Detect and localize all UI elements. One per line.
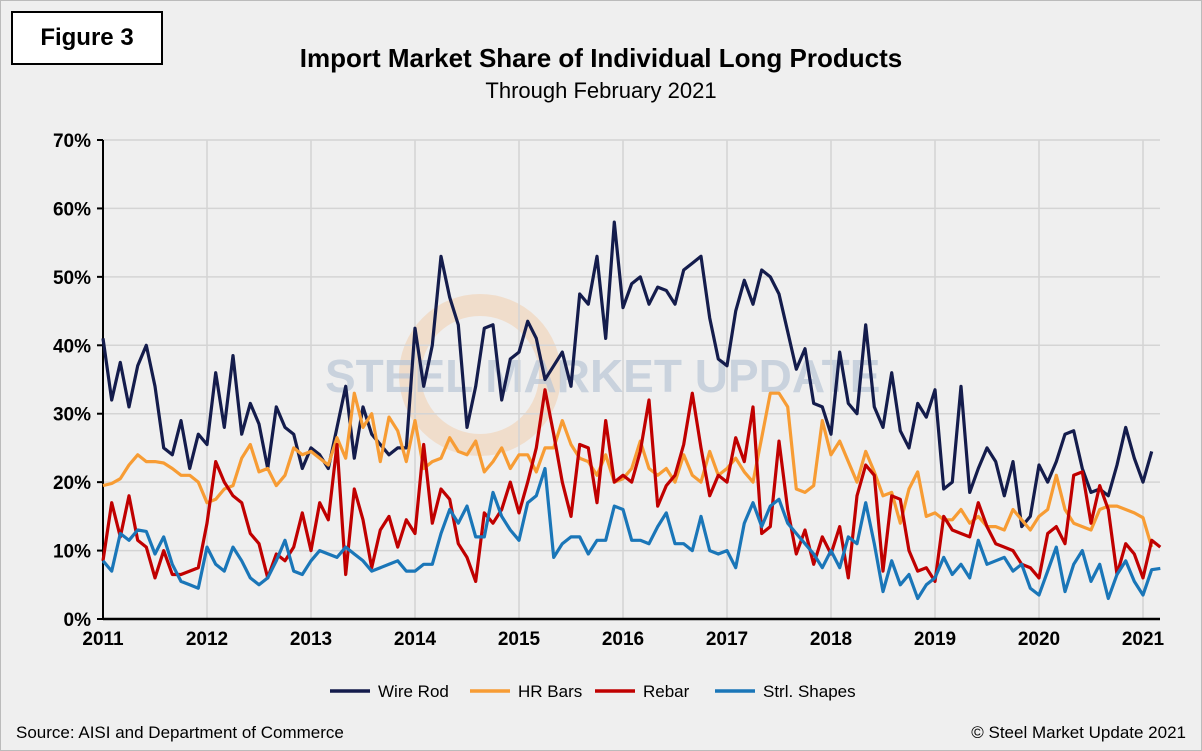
- legend-label: HR Bars: [518, 682, 582, 701]
- figure-label: Figure 3: [11, 11, 163, 65]
- series-line-wire-rod: [101, 220, 1154, 529]
- x-tick-label: 2018: [810, 629, 852, 650]
- y-tick-label: 50%: [53, 268, 91, 289]
- x-tick-label: 2021: [1122, 629, 1165, 650]
- y-tick-label: 30%: [53, 405, 91, 426]
- y-tick-label: 60%: [53, 199, 91, 220]
- x-tick-label: 2012: [186, 629, 228, 650]
- chart-title: Import Market Share of Individual Long P…: [299, 43, 903, 73]
- x-tick-label: 2011: [82, 629, 124, 650]
- legend-label: Strl. Shapes: [763, 682, 856, 701]
- x-tick-label: 2015: [498, 629, 541, 650]
- x-tick-label: 2020: [1018, 629, 1060, 650]
- y-tick-label: 40%: [53, 336, 91, 357]
- x-tick-label: 2014: [394, 629, 437, 650]
- legend-label: Wire Rod: [378, 682, 449, 701]
- watermark-logo: STEEL MARKET UPDATE: [325, 350, 880, 402]
- x-tick-label: 2019: [914, 629, 956, 650]
- y-tick-label: 70%: [53, 131, 91, 152]
- x-tick-label: 2013: [290, 629, 332, 650]
- source-note: Source: AISI and Department of Commerce: [16, 723, 344, 742]
- copyright-note: © Steel Market Update 2021: [971, 723, 1186, 742]
- chart-subtitle: Through February 2021: [485, 78, 717, 103]
- series-line-hr-bars: [102, 391, 1154, 548]
- y-tick-label: 10%: [53, 542, 91, 563]
- series-line-strl-shapes: [101, 466, 1161, 601]
- y-tick-label: 0%: [64, 610, 92, 631]
- legend-label: Rebar: [643, 682, 690, 701]
- y-tick-label: 20%: [53, 473, 91, 494]
- x-tick-label: 2016: [602, 629, 644, 650]
- x-tick-label: 2017: [706, 629, 748, 650]
